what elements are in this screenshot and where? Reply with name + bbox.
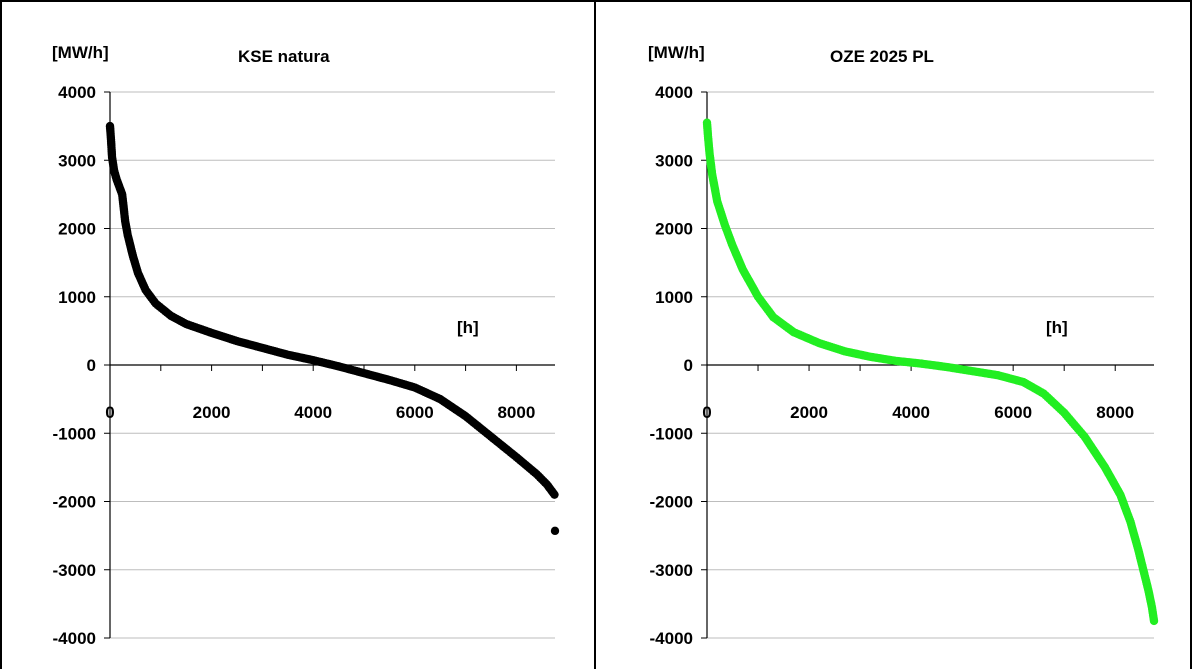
y-tick-label: 3000: [655, 151, 693, 170]
y-axis-unit-label: [MW/h]: [52, 43, 109, 62]
y-tick-label: 0: [87, 356, 96, 375]
data-series: [105, 121, 560, 536]
y-tick-label: 3000: [58, 151, 96, 170]
y-tick-label: 2000: [655, 220, 693, 239]
y-tick-label: -1000: [53, 424, 96, 443]
y-tick-label: 0: [684, 356, 693, 375]
x-tick-label: 6000: [994, 403, 1032, 422]
x-tick-label: 8000: [1096, 403, 1134, 422]
x-tick-label: 0: [105, 403, 114, 422]
data-point: [550, 526, 560, 536]
x-tick-label: 6000: [396, 403, 434, 422]
y-tick-label: 4000: [655, 83, 693, 102]
x-tick-label: 0: [702, 403, 711, 422]
data-point: [1149, 616, 1159, 626]
y-tick-label: -4000: [650, 629, 693, 648]
x-tick-label: 2000: [790, 403, 828, 422]
x-tick-label: 8000: [497, 403, 535, 422]
y-tick-label: 4000: [58, 83, 96, 102]
x-tick-label: 4000: [892, 403, 930, 422]
chart-kse-natura: [MW/h] KSE natura [h] 40003000200010000-…: [52, 43, 560, 648]
y-axis-unit-label: [MW/h]: [648, 43, 705, 62]
y-tick-label: -3000: [53, 561, 96, 580]
y-tick-label: 2000: [58, 220, 96, 239]
chart-panel-oze-2025-pl: [MW/h] OZE 2025 PL [h] 4000 3000 2000 1000 0…: [596, 0, 1192, 669]
y-tick-label: -3000: [650, 561, 693, 580]
chart-panel-kse-natura: [MW/h] KSE natura [h] 4000 3000 2000 1000 0-…: [0, 0, 596, 669]
x-axis-unit-label: [h]: [457, 318, 479, 337]
x-axis-unit-label: [h]: [1046, 318, 1068, 337]
chart-title: KSE natura: [238, 47, 330, 66]
y-tick-label: -2000: [650, 493, 693, 512]
chart-oze-2025-pl: [MW/h] OZE 2025 PL [h] 4000 3000 2000 1000 0…: [648, 43, 1159, 648]
y-tick-label: 1000: [58, 288, 96, 307]
y-tick-label: -4000: [53, 629, 96, 648]
x-tick-label: 2000: [193, 403, 231, 422]
y-tick-label: -2000: [53, 493, 96, 512]
y-tick-label: -1000: [650, 424, 693, 443]
y-tick-label: 1000: [655, 288, 693, 307]
data-series: [702, 118, 1159, 626]
data-point: [550, 490, 559, 499]
chart-title: OZE 2025 PL: [830, 47, 934, 66]
x-tick-label: 4000: [294, 403, 332, 422]
